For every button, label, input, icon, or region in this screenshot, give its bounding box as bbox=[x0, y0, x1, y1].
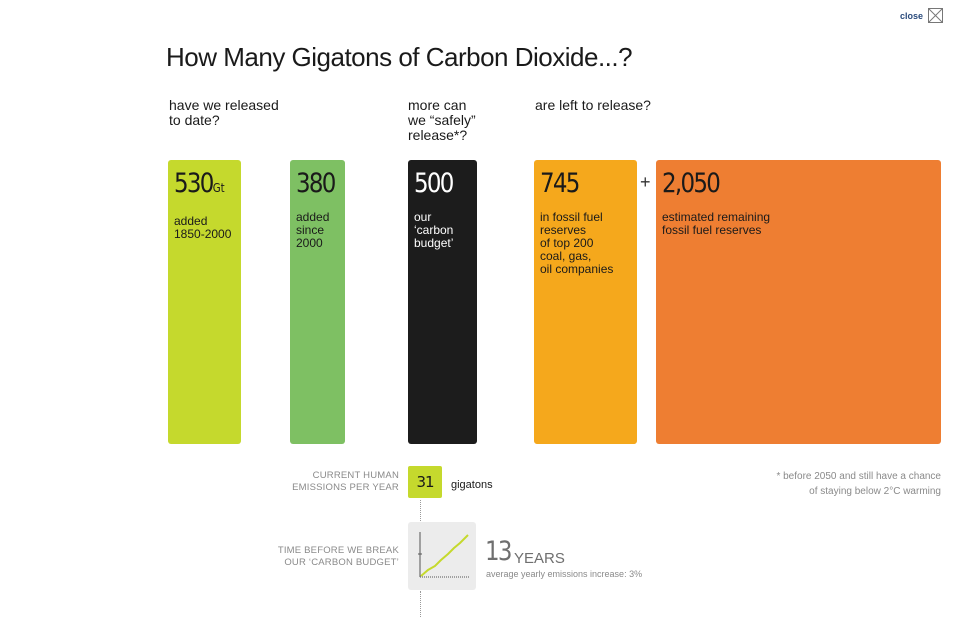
connector-line bbox=[420, 500, 421, 521]
bar-remaining-reserves: 2,050 estimated remaining fossil fuel re… bbox=[656, 160, 941, 444]
bar-value-label: 380 bbox=[296, 168, 336, 199]
bar-added-1850-2000: 530Gt added 1850-2000 bbox=[168, 160, 241, 444]
bar-value-label: 530Gt bbox=[174, 168, 225, 199]
bar-description: in fossil fuel reserves of top 200 coal,… bbox=[540, 210, 614, 276]
budget-years-value: 13 bbox=[485, 536, 513, 567]
close-label: close bbox=[900, 10, 924, 21]
bar-value-label: 500 bbox=[414, 168, 454, 199]
budget-time-label: TIME BEFORE WE BREAK OUR ‘CARBON BUDGET’ bbox=[277, 545, 399, 568]
bar-description: added 1850-2000 bbox=[174, 214, 232, 241]
column-header-released: have we released to date? bbox=[169, 97, 279, 128]
emissions-label: CURRENT HUMAN EMISSIONS PER YEAR bbox=[292, 470, 399, 493]
column-header-left: are left to release? bbox=[535, 97, 651, 113]
bar-description: added since 2000 bbox=[296, 210, 330, 250]
bar-added-since-2000: 380 added since 2000 bbox=[290, 160, 345, 444]
budget-years-note: average yearly emissions increase: 3% bbox=[486, 569, 643, 579]
bar-value-label: 2,050 bbox=[662, 168, 721, 199]
connector-line bbox=[420, 591, 421, 617]
footnote: * before 2050 and still have a chance of… bbox=[776, 471, 941, 497]
budget-years-unit: YEARS bbox=[514, 550, 565, 567]
bar-carbon-budget: 500 our ‘carbon budget’ bbox=[408, 160, 477, 444]
close-icon bbox=[928, 8, 944, 23]
emissions-trend-mini-chart bbox=[408, 522, 476, 590]
bar-value-label: 745 bbox=[540, 168, 580, 199]
bar-description: our ‘carbon budget’ bbox=[414, 210, 454, 250]
bar-top-200-reserves: 745 in fossil fuel reserves of top 200 c… bbox=[534, 160, 637, 444]
mini-chart-trend-line bbox=[420, 534, 469, 577]
emissions-unit: gigatons bbox=[451, 479, 493, 491]
column-header-safely: more can we “safely” release*? bbox=[408, 97, 476, 143]
bar-description: estimated remaining fossil fuel reserves bbox=[662, 210, 771, 237]
chart-title: How Many Gigatons of Carbon Dioxide...? bbox=[166, 42, 633, 72]
plus-sign: + bbox=[640, 172, 651, 192]
emissions-value: 31 bbox=[408, 466, 442, 498]
close-button[interactable]: close bbox=[900, 8, 944, 23]
